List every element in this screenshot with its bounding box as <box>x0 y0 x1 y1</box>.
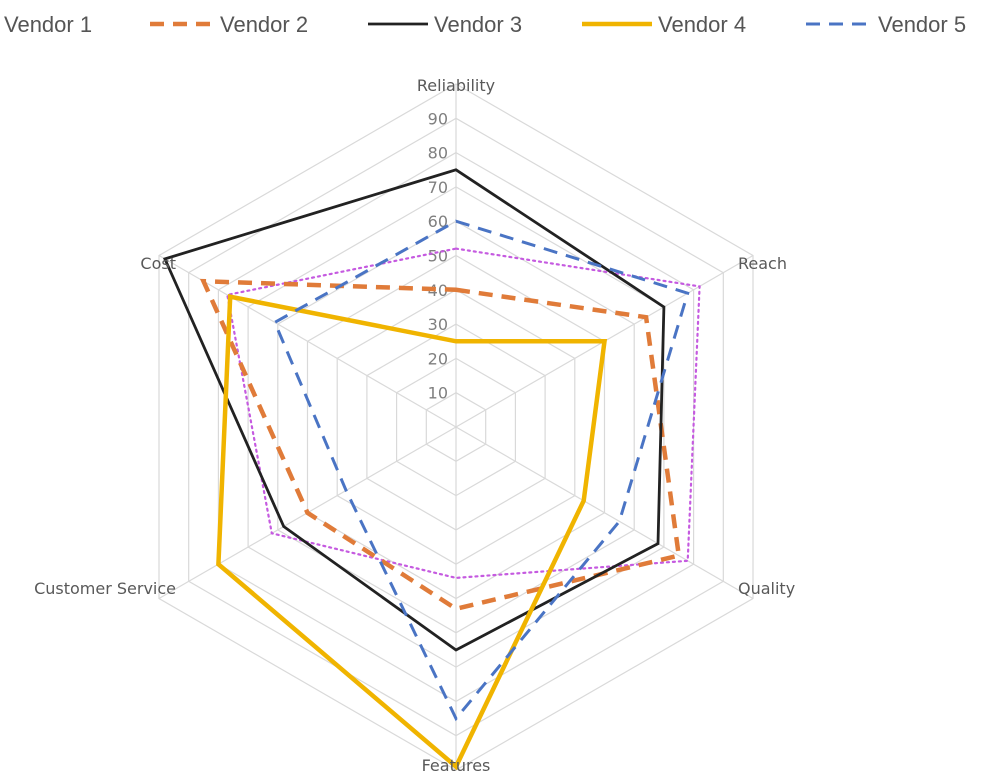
tick-label-40: 40 <box>428 281 448 300</box>
legend-item-vendor-2: Vendor 2 <box>150 12 308 37</box>
axis-labels: Reliability Reach Quality Features Customer … <box>34 76 795 775</box>
legend-label-vendor-2: Vendor 2 <box>220 12 308 37</box>
legend-label-vendor-1: Vendor 1 <box>4 12 92 37</box>
tick-label-80: 80 <box>428 144 448 163</box>
legend-item-vendor-4: Vendor 4 <box>582 12 746 37</box>
series-vendor-2 <box>199 278 682 612</box>
tick-label-90: 90 <box>428 109 448 128</box>
axis-label-reliability: Reliability <box>417 76 495 95</box>
series-vendor-5 <box>272 219 690 722</box>
axis-label-reach: Reach <box>738 254 787 273</box>
legend-item-vendor-1: Vendor 1 <box>4 12 92 37</box>
tick-label-60: 60 <box>428 212 448 231</box>
radar-spokes <box>158 84 754 770</box>
tick-label-10: 10 <box>428 384 448 403</box>
radial-tick-labels: 10 20 30 40 50 60 70 80 90 <box>428 109 448 402</box>
series-lines <box>162 168 701 771</box>
tick-label-20: 20 <box>428 349 448 368</box>
axis-label-features: Features <box>422 756 491 775</box>
tick-label-50: 50 <box>428 247 448 266</box>
axis-label-customer-service: Customer Service <box>34 579 176 598</box>
spoke-quality <box>455 426 754 600</box>
legend: Vendor 1 Vendor 2 Vendor 3 Vendor 4 Vendor 5 <box>4 12 966 37</box>
axis-label-cost: Cost <box>140 254 176 273</box>
axis-label-quality: Quality <box>738 579 795 598</box>
legend-label-vendor-5: Vendor 5 <box>878 12 966 37</box>
tick-label-30: 30 <box>428 315 448 334</box>
tick-label-70: 70 <box>428 178 448 197</box>
legend-label-vendor-3: Vendor 3 <box>434 12 522 37</box>
legend-item-vendor-5: Vendor 5 <box>806 12 966 37</box>
series-vendor-4 <box>216 293 608 771</box>
legend-item-vendor-3: Vendor 3 <box>368 12 522 37</box>
legend-label-vendor-4: Vendor 4 <box>658 12 746 37</box>
series-vendor-1 <box>226 247 701 580</box>
series-vendor-3 <box>162 168 666 652</box>
spoke-cost <box>158 254 457 428</box>
